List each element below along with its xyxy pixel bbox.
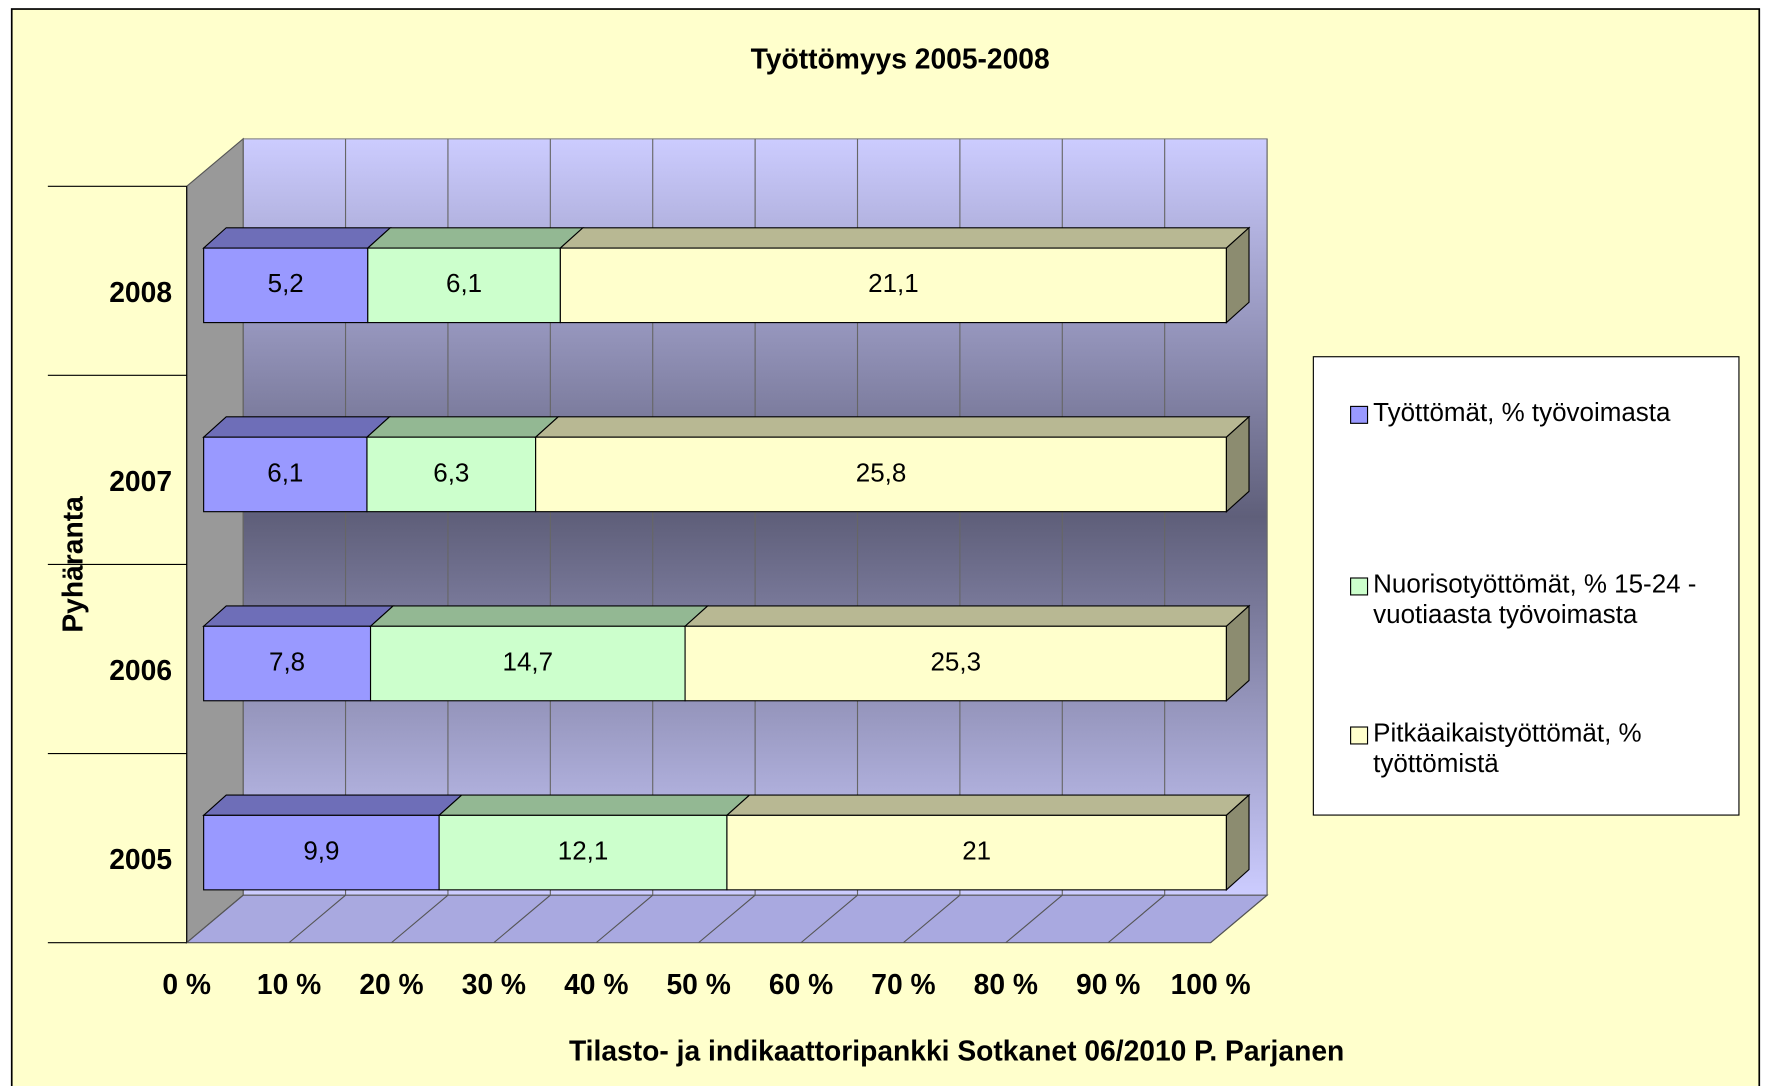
data-label: 6,1 [267, 457, 303, 487]
bar-top [202, 794, 464, 816]
x-tick-label: 60 % [769, 968, 833, 1000]
x-tick-label: 30 % [462, 968, 526, 1000]
x-tick-label: 10 % [257, 968, 321, 1000]
y-tick-label: 2008 [109, 276, 172, 308]
bar-top [202, 416, 392, 438]
floor-grid-line [1107, 894, 1166, 944]
data-label: 21,1 [868, 268, 919, 298]
data-label: 9,9 [303, 835, 339, 865]
data-label: 14,7 [503, 646, 554, 676]
bar-top [202, 227, 392, 249]
bar [203, 814, 440, 891]
bar [684, 625, 1227, 702]
floor-grid-line [800, 894, 858, 944]
floor-grid-line [1210, 894, 1268, 944]
floor-grid-line [186, 894, 244, 944]
data-label: 25,3 [930, 646, 981, 676]
bar-top [365, 416, 560, 438]
bar [366, 436, 537, 513]
floor-grid-line [288, 894, 346, 944]
x-tick-label: 100 % [1171, 968, 1251, 1000]
bar [438, 814, 728, 891]
x-tick-label: 0 % [162, 968, 211, 1000]
legend-label: Työttömät, % työvoimasta [1373, 397, 1671, 427]
bar [559, 247, 1227, 324]
bar-end [1225, 226, 1250, 324]
legend-label: Pitkäaikaistyöttömät, % työttömistä [1373, 717, 1642, 778]
bar-top [558, 227, 1251, 249]
bar [203, 625, 372, 702]
data-label: 25,8 [856, 457, 907, 487]
bar-top [683, 605, 1251, 627]
legend-entry: Nuorisotyöttömät, % 15-24 - vuotiaasta t… [1373, 568, 1697, 629]
floor-grid-line [903, 894, 961, 944]
y-tick-label: 2006 [109, 654, 172, 686]
x-tick-label: 70 % [871, 968, 935, 1000]
bar-end [1225, 793, 1250, 892]
chart-title: Työttömyys 2005-2008 [751, 42, 1050, 74]
floor-grid-line [493, 894, 551, 944]
floor-grid-line [698, 894, 756, 944]
legend-label: Nuorisotyöttömät, % 15-24 - vuotiaasta t… [1373, 568, 1697, 629]
legend-swatch [1350, 405, 1369, 424]
data-label: 5,2 [268, 268, 304, 298]
x-tick-label: 90 % [1076, 968, 1140, 1000]
bar-top [366, 227, 585, 249]
bar-top [369, 605, 710, 627]
bar-top [725, 794, 1251, 816]
x-tick-label: 40 % [564, 968, 628, 1000]
bar-end [1225, 415, 1250, 513]
legend-entry: Työttömät, % työvoimasta [1373, 397, 1671, 427]
floor-grid-line [1005, 894, 1063, 944]
legend-swatch [1350, 577, 1369, 596]
bar-top [437, 794, 751, 816]
y-tick-label: 2007 [109, 465, 172, 497]
data-label: 7,8 [269, 646, 305, 676]
floor-grid-line [595, 894, 654, 944]
data-label: 6,1 [446, 268, 482, 298]
legend-swatch [1350, 726, 1369, 745]
bar-top [202, 605, 395, 627]
legend [1312, 356, 1740, 816]
bar [203, 247, 369, 324]
bar-end [1225, 604, 1250, 703]
data-label: 12,1 [558, 835, 609, 865]
bar-top [534, 416, 1251, 438]
data-label: 6,3 [433, 457, 469, 487]
bar [369, 625, 686, 702]
x-axis-title: Tilasto- ja indikaattoripankki Sotkanet … [569, 1035, 1344, 1067]
data-label: 21 [962, 835, 991, 865]
x-tick-label: 50 % [667, 968, 731, 1000]
legend-entry: Pitkäaikaistyöttömät, % työttömistä [1373, 717, 1642, 778]
y-tick-label: 2005 [109, 843, 172, 875]
x-tick-label: 80 % [974, 968, 1038, 1000]
x-tick-label: 20 % [359, 968, 423, 1000]
floor-grid-line [391, 894, 449, 944]
bar [726, 814, 1227, 891]
bar [367, 247, 561, 324]
